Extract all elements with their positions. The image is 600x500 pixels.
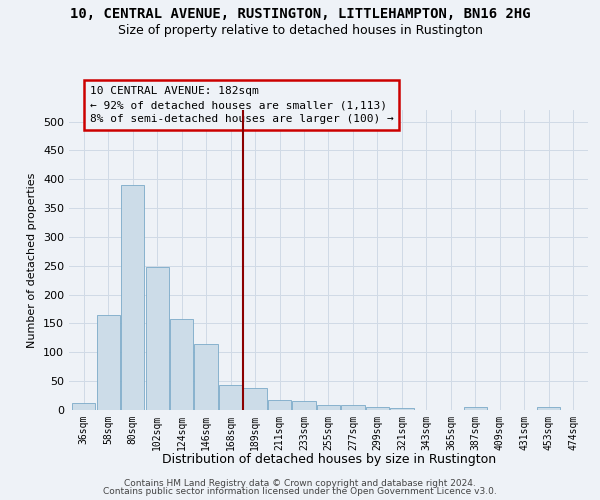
Bar [464, 407, 487, 410]
Text: 10, CENTRAL AVENUE, RUSTINGTON, LITTLEHAMPTON, BN16 2HG: 10, CENTRAL AVENUE, RUSTINGTON, LITTLEHA… [70, 8, 530, 22]
Bar [72, 402, 95, 410]
Bar [170, 320, 193, 410]
Text: 10 CENTRAL AVENUE: 182sqm
← 92% of detached houses are smaller (1,113)
8% of sem: 10 CENTRAL AVENUE: 182sqm ← 92% of detac… [90, 86, 394, 124]
Text: Distribution of detached houses by size in Rustington: Distribution of detached houses by size … [162, 452, 496, 466]
Text: Contains public sector information licensed under the Open Government Licence v3: Contains public sector information licen… [103, 487, 497, 496]
Bar [97, 315, 120, 410]
Text: Contains HM Land Registry data © Crown copyright and database right 2024.: Contains HM Land Registry data © Crown c… [124, 478, 476, 488]
Bar [146, 267, 169, 410]
Bar [268, 400, 291, 410]
Bar [317, 405, 340, 410]
Bar [391, 408, 413, 410]
Bar [537, 407, 560, 410]
Y-axis label: Number of detached properties: Number of detached properties [28, 172, 37, 348]
Bar [244, 388, 266, 410]
Bar [219, 385, 242, 410]
Bar [292, 402, 316, 410]
Bar [341, 405, 365, 410]
Bar [366, 406, 389, 410]
Text: Size of property relative to detached houses in Rustington: Size of property relative to detached ho… [118, 24, 482, 37]
Bar [194, 344, 218, 410]
Bar [121, 185, 144, 410]
